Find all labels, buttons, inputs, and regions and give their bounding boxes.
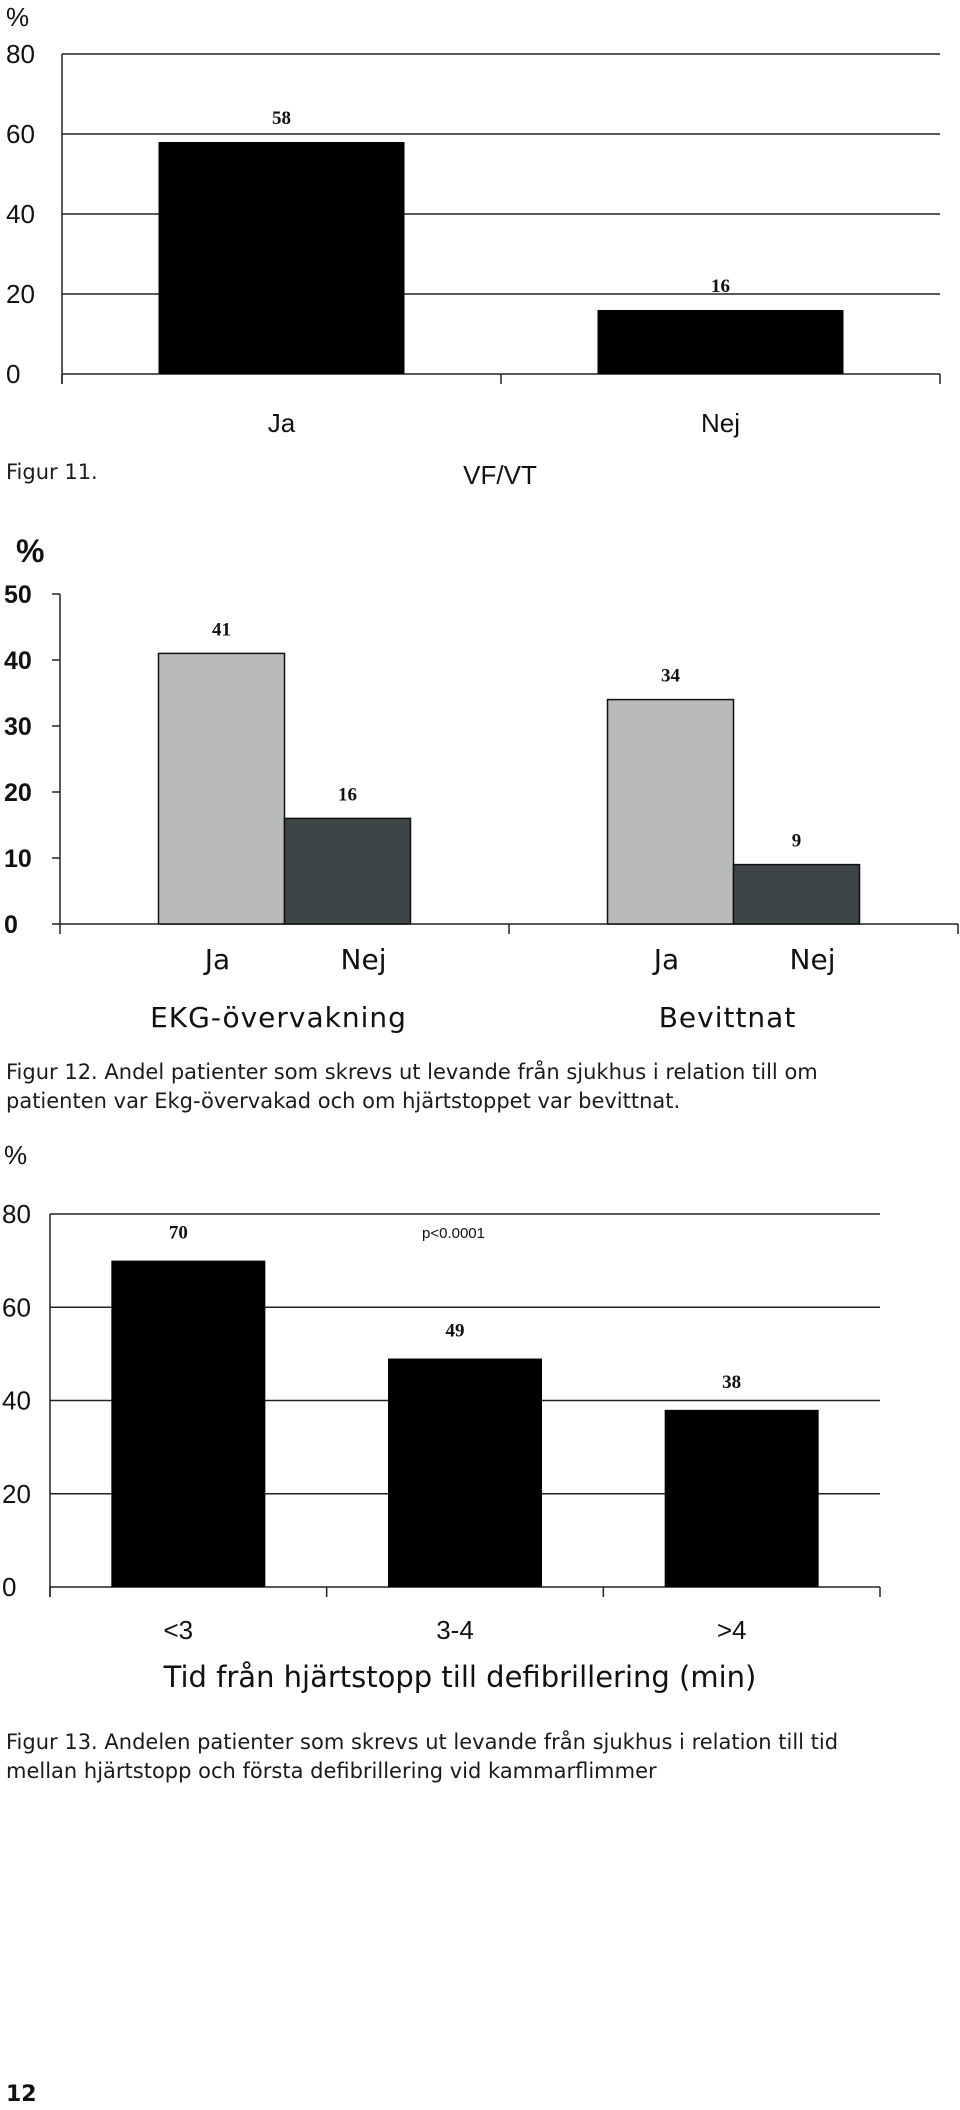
data-label: 49	[446, 1321, 465, 1342]
bar	[664, 1409, 819, 1587]
x-tick-label: Nej	[701, 408, 740, 438]
y-axis-label: %	[16, 533, 44, 569]
data-label: 9	[792, 831, 802, 852]
y-tick-label: 50	[4, 581, 32, 609]
y-axis-label: %	[6, 2, 29, 32]
bar	[732, 863, 861, 925]
x-axis-label: Tid från hjärtstopp till defibrillering …	[163, 1660, 757, 1694]
y-tick-label: 60	[2, 1292, 31, 1322]
x-tick-label: Nej	[341, 943, 387, 976]
figure-11-caption: Figur 11.	[6, 460, 98, 484]
y-tick-label: 20	[6, 279, 35, 309]
figure-13-caption: Figur 13. Andelen patienter som skrevs u…	[6, 1730, 839, 1783]
x-tick-label: Nej	[790, 943, 836, 976]
data-label: 41	[212, 619, 231, 640]
x-tick-label: Ja	[652, 943, 679, 976]
p-value-annotation: p<0.0001	[422, 1225, 485, 1242]
data-label: 38	[722, 1372, 741, 1393]
group-label: Bevittnat	[659, 1001, 797, 1034]
bar	[158, 142, 405, 374]
x-tick-label: Ja	[203, 943, 230, 976]
group-label: EKG-övervakning	[150, 1001, 407, 1034]
x-tick-label: 3-4	[436, 1615, 474, 1645]
y-axis-label: %	[4, 1140, 27, 1170]
chart-tid-defibrillering: % 0 20 40 60 80 70 <3 49 3-4 38 >4 p<0.0001 Tid från …	[2, 1140, 881, 1694]
y-tick-label: 80	[6, 39, 35, 69]
y-tick-label: 0	[6, 359, 20, 389]
data-label: 58	[272, 108, 291, 129]
x-tick-label: <3	[164, 1615, 194, 1645]
page-number: 12	[6, 2082, 37, 2107]
y-tick-label: 10	[4, 845, 32, 873]
bar	[606, 698, 735, 925]
y-tick-label: 20	[2, 1479, 31, 1509]
y-tick-label: 20	[4, 779, 32, 807]
y-tick-label: 40	[2, 1386, 31, 1416]
bar	[157, 652, 286, 925]
x-tick-label: Ja	[268, 408, 296, 438]
y-tick-label: 0	[2, 1572, 16, 1602]
figure-12-caption: Figur 12. Andel patienter som skrevs ut …	[6, 1060, 818, 1113]
bar	[597, 310, 844, 374]
chart-ekg-bevittnat: % 0 10 20 30 40 50 41 Ja 16 Nej EKG-övervakning 34 Ja…	[4, 533, 959, 1034]
y-tick-label: 30	[4, 713, 32, 741]
y-tick-label: 60	[6, 119, 35, 149]
chart-vf-vt: % 0 20 40 60 80 58 Ja 16 Nej VF/VT	[6, 2, 941, 490]
data-label: 34	[661, 666, 681, 687]
data-label: 16	[338, 784, 357, 805]
y-tick-label: 80	[2, 1199, 31, 1229]
data-label: 16	[711, 276, 730, 297]
y-tick-label: 40	[6, 199, 35, 229]
y-tick-label: 0	[4, 911, 18, 939]
x-tick-label: >4	[717, 1615, 747, 1645]
data-label: 70	[169, 1223, 188, 1244]
x-axis-label: VF/VT	[463, 460, 537, 490]
bar	[111, 1260, 266, 1587]
bar	[283, 817, 412, 925]
y-tick-label: 40	[4, 647, 32, 675]
bar	[388, 1358, 542, 1587]
